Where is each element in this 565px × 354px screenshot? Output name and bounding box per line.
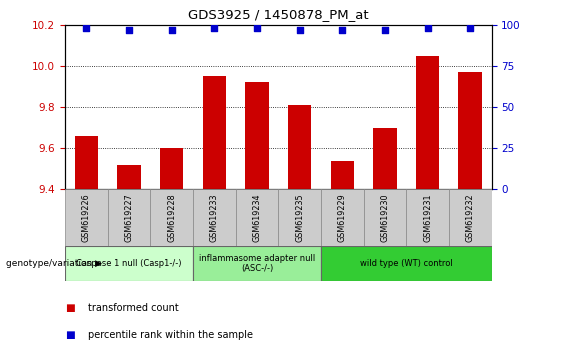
Point xyxy=(466,25,475,31)
Point xyxy=(82,25,91,31)
Point xyxy=(210,25,219,31)
Point xyxy=(167,27,176,33)
Text: ■: ■ xyxy=(65,330,75,339)
FancyBboxPatch shape xyxy=(321,189,364,246)
FancyBboxPatch shape xyxy=(279,189,321,246)
Text: Caspase 1 null (Casp1-/-): Caspase 1 null (Casp1-/-) xyxy=(76,259,182,268)
Point xyxy=(423,25,432,31)
FancyBboxPatch shape xyxy=(65,189,107,246)
Text: transformed count: transformed count xyxy=(88,303,179,313)
Text: genotype/variation ▶: genotype/variation ▶ xyxy=(6,259,102,268)
Text: GSM619234: GSM619234 xyxy=(253,193,262,242)
Text: GSM619228: GSM619228 xyxy=(167,193,176,242)
FancyBboxPatch shape xyxy=(321,246,492,281)
FancyBboxPatch shape xyxy=(150,189,193,246)
Bar xyxy=(288,105,311,189)
FancyBboxPatch shape xyxy=(193,246,321,281)
Text: GSM619227: GSM619227 xyxy=(124,193,133,242)
Bar xyxy=(373,128,397,189)
FancyBboxPatch shape xyxy=(65,246,193,281)
Bar xyxy=(416,56,440,189)
Bar xyxy=(331,161,354,189)
FancyBboxPatch shape xyxy=(406,189,449,246)
FancyBboxPatch shape xyxy=(236,189,279,246)
FancyBboxPatch shape xyxy=(364,189,406,246)
Bar xyxy=(75,136,98,189)
Text: GSM619233: GSM619233 xyxy=(210,193,219,242)
Bar xyxy=(117,165,141,189)
Text: wild type (WT) control: wild type (WT) control xyxy=(360,259,453,268)
Bar xyxy=(160,148,184,189)
Bar xyxy=(458,72,482,189)
Text: GSM619230: GSM619230 xyxy=(380,193,389,242)
FancyBboxPatch shape xyxy=(107,189,150,246)
Text: percentile rank within the sample: percentile rank within the sample xyxy=(88,330,253,339)
Text: ■: ■ xyxy=(65,303,75,313)
Point xyxy=(295,27,304,33)
FancyBboxPatch shape xyxy=(193,189,236,246)
FancyBboxPatch shape xyxy=(449,189,492,246)
Point xyxy=(253,25,262,31)
Text: inflammasome adapter null
(ASC-/-): inflammasome adapter null (ASC-/-) xyxy=(199,254,315,273)
Point xyxy=(380,27,389,33)
Point xyxy=(124,27,133,33)
Title: GDS3925 / 1450878_PM_at: GDS3925 / 1450878_PM_at xyxy=(188,8,368,21)
Point xyxy=(338,27,347,33)
Text: GSM619235: GSM619235 xyxy=(295,193,304,242)
Bar xyxy=(245,82,269,189)
Text: GSM619231: GSM619231 xyxy=(423,193,432,242)
Text: GSM619229: GSM619229 xyxy=(338,193,347,242)
Text: GSM619232: GSM619232 xyxy=(466,193,475,242)
Text: GSM619226: GSM619226 xyxy=(82,193,91,242)
Bar xyxy=(202,76,226,189)
